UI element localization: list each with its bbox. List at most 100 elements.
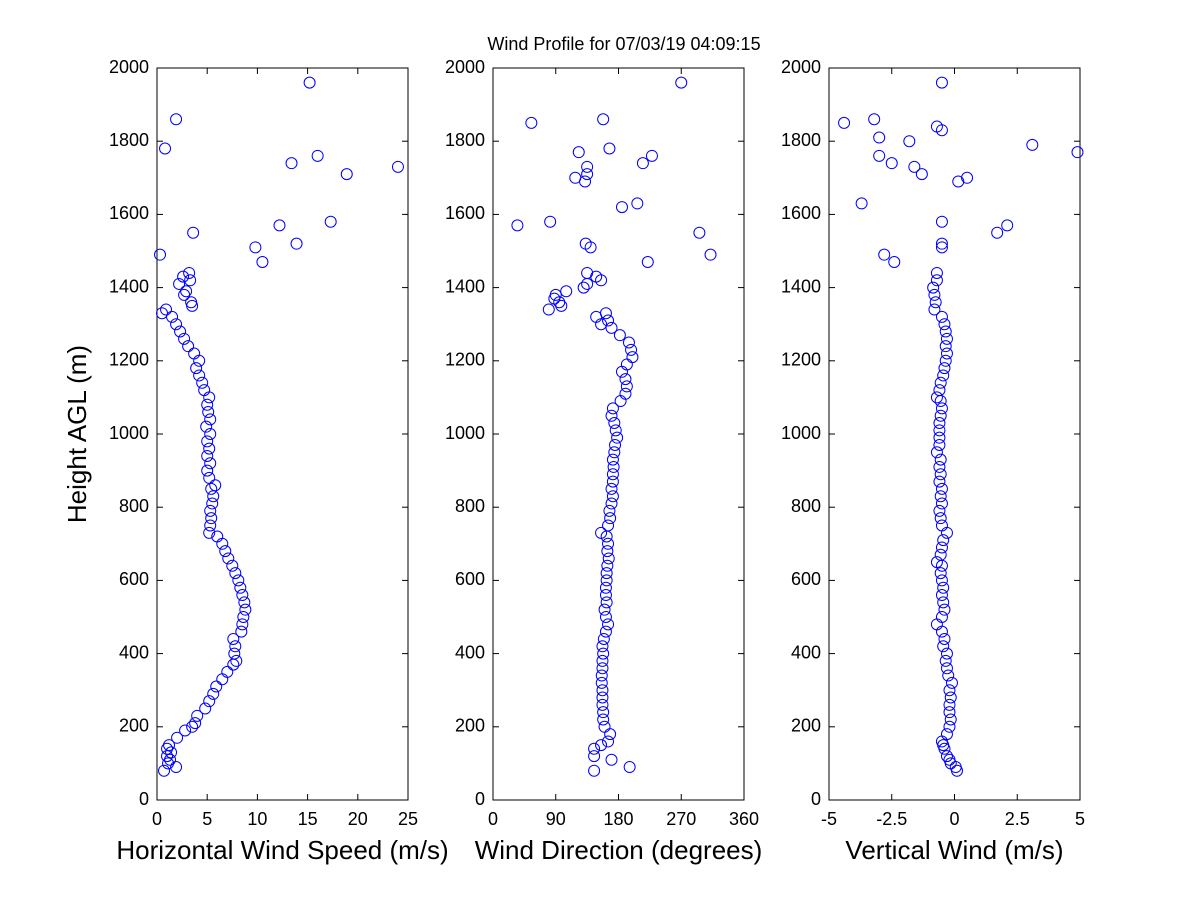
data-point — [187, 226, 200, 239]
data-point — [930, 266, 943, 279]
data-point — [939, 354, 952, 367]
data-point — [184, 274, 197, 287]
data-point — [193, 369, 206, 382]
data-point — [606, 453, 619, 466]
data-point — [943, 720, 956, 733]
data-point — [236, 618, 249, 631]
data-point — [625, 343, 638, 356]
data-point — [942, 669, 955, 682]
data-point — [249, 241, 262, 254]
data-point — [619, 373, 632, 386]
data-point — [303, 76, 316, 89]
data-point — [873, 131, 886, 144]
data-point — [940, 662, 953, 675]
y-tick-label: 1600 — [781, 203, 821, 223]
data-point — [928, 288, 941, 301]
data-point — [600, 567, 613, 580]
data-point — [991, 226, 1004, 239]
data-point — [626, 351, 639, 364]
data-point — [933, 504, 946, 517]
data-point — [204, 504, 217, 517]
data-point — [203, 442, 216, 455]
data-point — [174, 325, 187, 338]
data-point — [622, 336, 635, 349]
data-point — [934, 512, 947, 525]
data-point — [196, 376, 209, 389]
x-tick-label: -2.5 — [876, 809, 907, 829]
x-tick-label: 25 — [398, 809, 418, 829]
data-point — [544, 215, 557, 228]
y-tick-label: 1200 — [109, 350, 149, 370]
x-tick-label: 90 — [546, 809, 566, 829]
data-point — [170, 318, 183, 331]
data-point — [934, 548, 947, 561]
data-point — [154, 248, 167, 261]
data-point — [158, 764, 171, 777]
data-point — [605, 321, 618, 334]
data-point — [606, 475, 619, 488]
data-point — [605, 482, 618, 495]
y-tick-label: 1000 — [781, 423, 821, 443]
data-point — [226, 559, 239, 572]
x-tick-label: 5 — [202, 809, 212, 829]
data-point — [179, 724, 192, 737]
y-tick-label: 800 — [455, 496, 485, 516]
data-point — [201, 435, 214, 448]
data-point — [613, 329, 626, 342]
data-point — [311, 149, 324, 162]
y-tick-label: 1200 — [445, 350, 485, 370]
data-point — [935, 237, 948, 250]
data-point — [940, 332, 953, 345]
data-point — [935, 589, 948, 602]
y-tick-label: 800 — [119, 496, 149, 516]
data-point — [615, 201, 628, 214]
data-point — [560, 285, 573, 298]
data-point — [930, 120, 943, 133]
data-point — [206, 497, 219, 510]
data-point — [935, 402, 948, 415]
data-point — [202, 406, 215, 419]
data-point — [579, 237, 592, 250]
data-point — [940, 728, 953, 741]
data-point — [164, 753, 177, 766]
data-point — [619, 387, 632, 400]
data-point — [641, 255, 654, 268]
y-tick-label: 1400 — [109, 276, 149, 296]
x-tick-label: 180 — [603, 809, 633, 829]
y-tick-label: 2000 — [445, 57, 485, 77]
data-point — [232, 574, 245, 587]
data-point — [915, 168, 928, 181]
data-point — [945, 676, 958, 689]
data-point — [961, 171, 974, 184]
data-point — [183, 266, 196, 279]
data-point — [601, 559, 614, 572]
data-point — [938, 362, 951, 375]
data-point — [211, 530, 224, 543]
data-point — [203, 471, 216, 484]
data-point — [209, 479, 222, 492]
y-tick-label: 1800 — [109, 130, 149, 150]
y-tick-label: 400 — [791, 642, 821, 662]
data-point — [609, 438, 622, 451]
data-point — [569, 171, 582, 184]
y-tick-label: 2000 — [781, 57, 821, 77]
data-point — [210, 680, 223, 693]
data-point — [511, 219, 524, 232]
x-tick-label: 5 — [1075, 809, 1085, 829]
data-point — [190, 362, 203, 375]
x-tick-label: 10 — [247, 809, 267, 829]
data-point — [935, 215, 948, 228]
y-tick-label: 1600 — [109, 203, 149, 223]
data-point — [596, 691, 609, 704]
data-point — [602, 735, 615, 748]
y-tick-label: 2000 — [109, 57, 149, 77]
data-point — [602, 552, 615, 565]
data-point — [605, 409, 618, 422]
data-point — [943, 698, 956, 711]
data-point — [602, 618, 615, 631]
data-point — [935, 241, 948, 254]
data-point — [934, 453, 947, 466]
data-point — [935, 497, 948, 510]
data-point — [935, 519, 948, 532]
x-tick-label: 270 — [666, 809, 696, 829]
